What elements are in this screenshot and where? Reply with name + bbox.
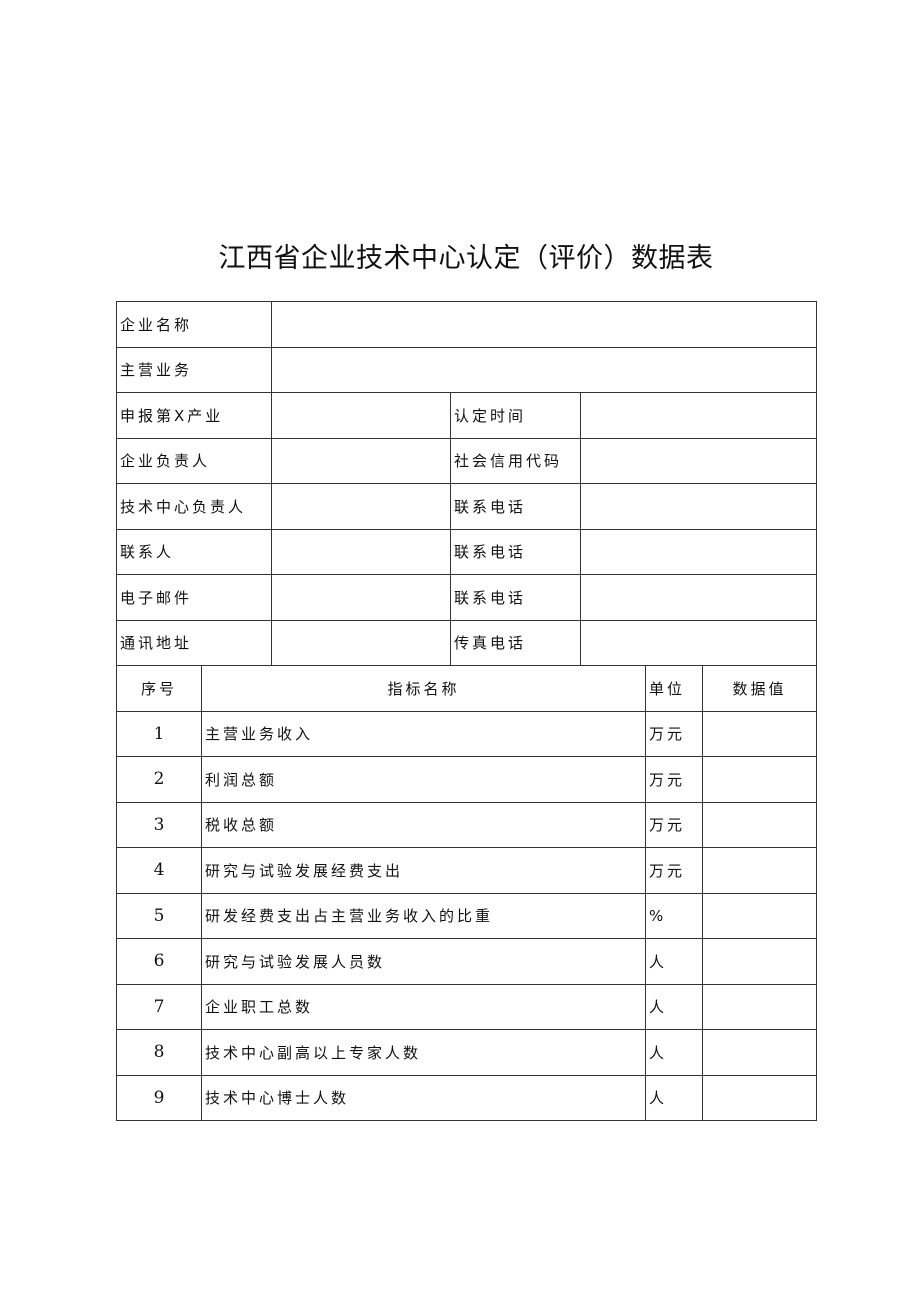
info-value-field[interactable] — [271, 619, 451, 666]
info-label: 认定时间 — [450, 392, 581, 439]
info-label: 电子邮件 — [116, 574, 272, 621]
indicator-name: 技术中心博士人数 — [201, 1074, 646, 1121]
indicator-value-field[interactable] — [702, 892, 817, 939]
indicator-number: 8 — [116, 1029, 202, 1076]
info-label: 主营业务 — [116, 346, 272, 393]
indicator-number: 5 — [116, 892, 202, 939]
indicator-value-field[interactable] — [702, 847, 817, 894]
header-no: 序号 — [116, 665, 202, 712]
info-label: 社会信用代码 — [450, 437, 581, 484]
indicator-name: 税收总额 — [201, 801, 646, 848]
indicator-unit: 万元 — [645, 847, 703, 894]
info-label: 传真电话 — [450, 619, 581, 666]
info-label: 企业负责人 — [116, 437, 272, 484]
info-label: 企业名称 — [116, 301, 272, 348]
info-value-field[interactable] — [580, 619, 817, 666]
indicator-unit: 万元 — [645, 756, 703, 803]
info-value-field[interactable] — [580, 437, 817, 484]
page-title: 江西省企业技术中心认定（评价）数据表 — [218, 243, 714, 274]
info-label: 联系电话 — [450, 483, 581, 530]
info-value-field[interactable] — [271, 437, 451, 484]
indicator-name: 主营业务收入 — [201, 710, 646, 757]
info-value-field[interactable] — [580, 574, 817, 621]
indicator-name: 企业职工总数 — [201, 983, 646, 1030]
info-label: 联系电话 — [450, 528, 581, 575]
indicator-unit: 人 — [645, 938, 703, 985]
info-label: 通讯地址 — [116, 619, 272, 666]
indicator-value-field[interactable] — [702, 983, 817, 1030]
info-label: 技术中心负责人 — [116, 483, 272, 530]
indicator-value-field[interactable] — [702, 938, 817, 985]
indicator-number: 2 — [116, 756, 202, 803]
info-value-field[interactable] — [580, 528, 817, 575]
info-label: 联系人 — [116, 528, 272, 575]
indicator-value-field[interactable] — [702, 756, 817, 803]
indicator-number: 7 — [116, 983, 202, 1030]
indicator-number: 6 — [116, 938, 202, 985]
indicator-name: 研发经费支出占主营业务收入的比重 — [201, 892, 646, 939]
header-name: 指标名称 — [201, 665, 646, 712]
info-value-field[interactable] — [580, 392, 817, 439]
info-value-field[interactable] — [271, 392, 451, 439]
info-value-field[interactable] — [271, 301, 817, 348]
info-label: 联系电话 — [450, 574, 581, 621]
indicator-unit: 人 — [645, 983, 703, 1030]
indicator-number: 3 — [116, 801, 202, 848]
info-value-field[interactable] — [271, 483, 451, 530]
indicator-unit: 万元 — [645, 801, 703, 848]
indicator-value-field[interactable] — [702, 1029, 817, 1076]
header-unit: 单位 — [645, 665, 703, 712]
info-value-field[interactable] — [580, 483, 817, 530]
indicator-unit: % — [645, 892, 703, 939]
info-value-field[interactable] — [271, 574, 451, 621]
indicator-unit: 人 — [645, 1029, 703, 1076]
indicator-number: 4 — [116, 847, 202, 894]
indicator-value-field[interactable] — [702, 710, 817, 757]
indicator-unit: 万元 — [645, 710, 703, 757]
indicator-value-field[interactable] — [702, 1074, 817, 1121]
indicator-name: 技术中心副高以上专家人数 — [201, 1029, 646, 1076]
indicator-number: 9 — [116, 1074, 202, 1121]
info-value-field[interactable] — [271, 346, 817, 393]
indicator-number: 1 — [116, 710, 202, 757]
indicator-value-field[interactable] — [702, 801, 817, 848]
indicator-unit: 人 — [645, 1074, 703, 1121]
info-label: 申报第X产业 — [116, 392, 272, 439]
indicator-name: 研究与试验发展经费支出 — [201, 847, 646, 894]
info-value-field[interactable] — [271, 528, 451, 575]
indicator-name: 利润总额 — [201, 756, 646, 803]
header-value: 数据值 — [702, 665, 817, 712]
indicator-name: 研究与试验发展人员数 — [201, 938, 646, 985]
